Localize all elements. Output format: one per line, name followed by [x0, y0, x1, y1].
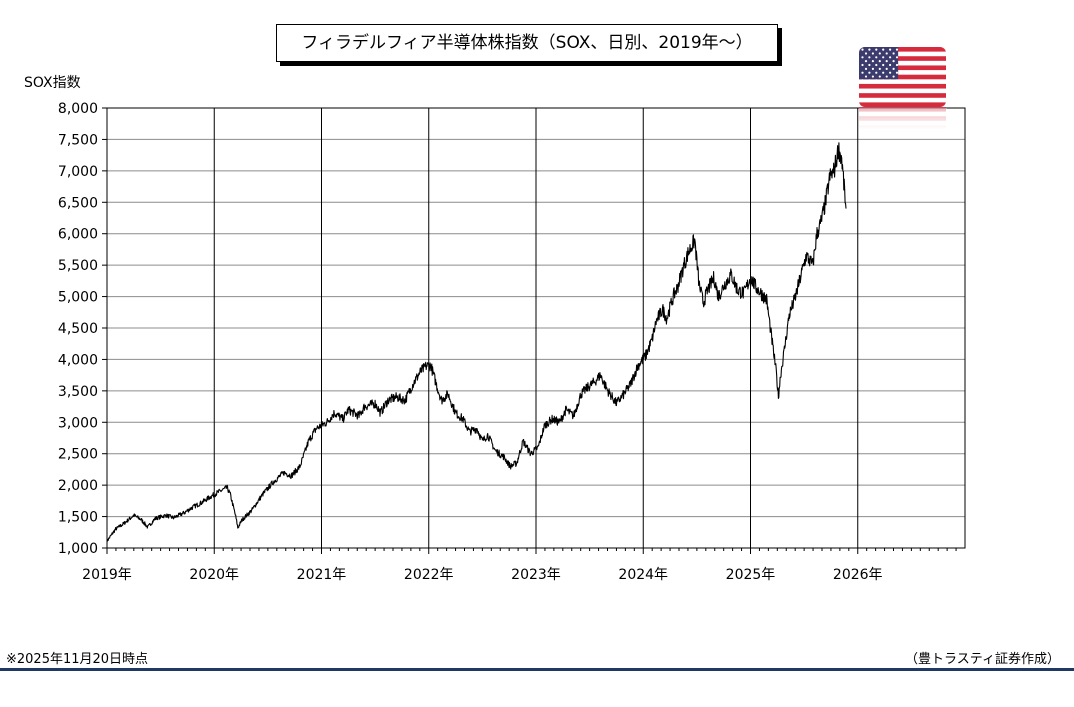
x-tick-label: 2021年	[297, 567, 347, 583]
source-credit: （豊トラスティ証券作成）	[905, 652, 1060, 667]
chart-title: フィラデルフィア半導体株指数（SOX、日別、2019年～）	[276, 24, 778, 62]
us-flag-icon	[859, 47, 947, 129]
chart-plot: 1,000 1,500 2,000 2,500 3,000 3,500 4,000 4,500…	[58, 101, 966, 583]
y-tick-label: 2,500	[58, 447, 98, 463]
y-tick-label: 4,000	[58, 352, 98, 368]
y-tick-label: 7,500	[58, 132, 98, 148]
footnote: ※2025年11月20日時点	[6, 652, 149, 667]
y-tick-label: 4,500	[58, 321, 98, 337]
y-tick-label: 6,500	[58, 195, 98, 211]
plot-frame	[106, 107, 966, 549]
y-tick-label: 1,000	[58, 541, 98, 557]
y-tick-label: 5,000	[58, 290, 98, 306]
y-tick-label: 2,000	[58, 478, 98, 494]
x-tick-label: 2026年	[833, 567, 883, 583]
x-tick-label: 2025年	[726, 567, 776, 583]
y-axis-label: SOX指数	[24, 75, 81, 91]
x-tick-label: 2022年	[404, 567, 454, 583]
y-tick-label: 3,500	[58, 384, 98, 400]
y-tick-label: 3,000	[58, 415, 98, 431]
y-tick-label: 6,000	[58, 227, 98, 243]
footer-rule	[0, 668, 1074, 671]
x-tick-label: 2024年	[618, 567, 668, 583]
y-tick-label: 1,500	[58, 510, 98, 526]
x-tick-label: 2019年	[82, 567, 132, 583]
y-tick-label: 5,500	[58, 258, 98, 274]
y-tick-label: 8,000	[58, 101, 98, 117]
y-tick-label: 7,000	[58, 164, 98, 180]
sox-index-line	[106, 142, 847, 543]
x-tick-label: 2020年	[189, 567, 239, 583]
x-tick-label: 2023年	[511, 567, 561, 583]
